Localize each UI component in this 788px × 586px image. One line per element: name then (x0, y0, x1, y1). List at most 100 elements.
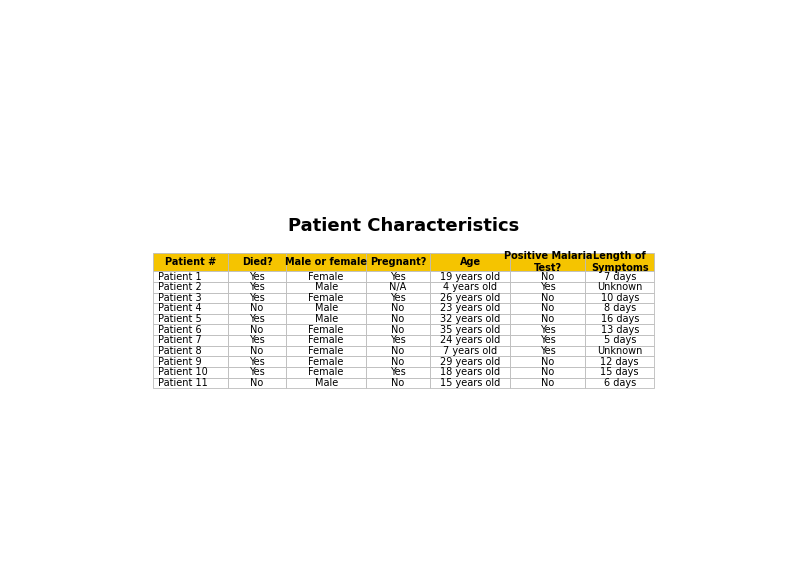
Text: 35 years old: 35 years old (440, 325, 500, 335)
Text: No: No (251, 325, 264, 335)
Text: No: No (392, 325, 405, 335)
Bar (585, 335, 654, 346)
Bar (585, 356, 654, 367)
Bar (154, 292, 229, 303)
Text: Male: Male (314, 282, 338, 292)
Text: 5 days: 5 days (604, 335, 636, 346)
Bar (585, 346, 654, 356)
Bar (366, 253, 429, 271)
Bar (511, 367, 585, 378)
Bar (429, 292, 511, 303)
Text: 12 days: 12 days (600, 357, 639, 367)
Bar (229, 367, 286, 378)
Bar (229, 253, 286, 271)
Bar (585, 367, 654, 378)
Bar (229, 314, 286, 325)
Text: No: No (392, 304, 405, 314)
Bar (429, 346, 511, 356)
Bar (154, 378, 229, 389)
Text: Yes: Yes (540, 282, 556, 292)
Text: No: No (541, 314, 555, 324)
Text: 4 years old: 4 years old (443, 282, 497, 292)
Text: Positive Malaria
Test?: Positive Malaria Test? (504, 251, 592, 273)
Bar (585, 253, 654, 271)
Bar (154, 325, 229, 335)
Text: 10 days: 10 days (600, 293, 639, 303)
Text: Patient 4: Patient 4 (158, 304, 202, 314)
Text: Yes: Yes (390, 271, 406, 281)
Text: Patient 11: Patient 11 (158, 378, 208, 388)
Bar (429, 282, 511, 292)
Bar (286, 378, 366, 389)
Bar (511, 292, 585, 303)
Text: 7 days: 7 days (604, 271, 636, 281)
Text: Female: Female (308, 271, 344, 281)
Bar (366, 314, 429, 325)
Bar (154, 367, 229, 378)
Bar (366, 356, 429, 367)
Text: 23 years old: 23 years old (440, 304, 500, 314)
Text: No: No (541, 367, 555, 377)
Text: Yes: Yes (390, 293, 406, 303)
Bar (286, 335, 366, 346)
Bar (366, 378, 429, 389)
Text: Yes: Yes (540, 325, 556, 335)
Bar (154, 356, 229, 367)
Text: Yes: Yes (249, 282, 265, 292)
Bar (511, 378, 585, 389)
Bar (154, 271, 229, 282)
Bar (585, 314, 654, 325)
Text: 32 years old: 32 years old (440, 314, 500, 324)
Text: Patient 3: Patient 3 (158, 293, 202, 303)
Bar (286, 271, 366, 282)
Bar (229, 346, 286, 356)
Text: 7 years old: 7 years old (443, 346, 497, 356)
Text: Patient 8: Patient 8 (158, 346, 202, 356)
Bar (286, 314, 366, 325)
Bar (286, 292, 366, 303)
Bar (366, 346, 429, 356)
Text: Patient 2: Patient 2 (158, 282, 202, 292)
Text: 18 years old: 18 years old (440, 367, 500, 377)
Text: Yes: Yes (249, 335, 265, 346)
Bar (229, 282, 286, 292)
Text: Yes: Yes (249, 293, 265, 303)
Bar (154, 282, 229, 292)
Bar (429, 271, 511, 282)
Bar (429, 367, 511, 378)
Text: 29 years old: 29 years old (440, 357, 500, 367)
Bar (229, 335, 286, 346)
Bar (286, 346, 366, 356)
Bar (229, 356, 286, 367)
Text: 16 days: 16 days (600, 314, 639, 324)
Bar (511, 253, 585, 271)
Text: Female: Female (308, 346, 344, 356)
Bar (229, 271, 286, 282)
Text: Pregnant?: Pregnant? (370, 257, 426, 267)
Text: No: No (541, 293, 555, 303)
Bar (585, 303, 654, 314)
Bar (585, 282, 654, 292)
Text: Patient 6: Patient 6 (158, 325, 202, 335)
Bar (286, 367, 366, 378)
Bar (511, 314, 585, 325)
Bar (286, 325, 366, 335)
Text: Yes: Yes (249, 367, 265, 377)
Bar (366, 325, 429, 335)
Text: Unknown: Unknown (597, 346, 642, 356)
Bar (511, 335, 585, 346)
Text: Yes: Yes (390, 367, 406, 377)
Text: Male: Male (314, 304, 338, 314)
Text: Yes: Yes (390, 335, 406, 346)
Text: Patient #: Patient # (165, 257, 217, 267)
Text: 6 days: 6 days (604, 378, 636, 388)
Text: Male or female: Male or female (285, 257, 367, 267)
Text: Patient 7: Patient 7 (158, 335, 202, 346)
Bar (429, 356, 511, 367)
Bar (366, 367, 429, 378)
Bar (286, 356, 366, 367)
Text: Patient 9: Patient 9 (158, 357, 202, 367)
Bar (154, 346, 229, 356)
Text: 24 years old: 24 years old (440, 335, 500, 346)
Text: No: No (541, 304, 555, 314)
